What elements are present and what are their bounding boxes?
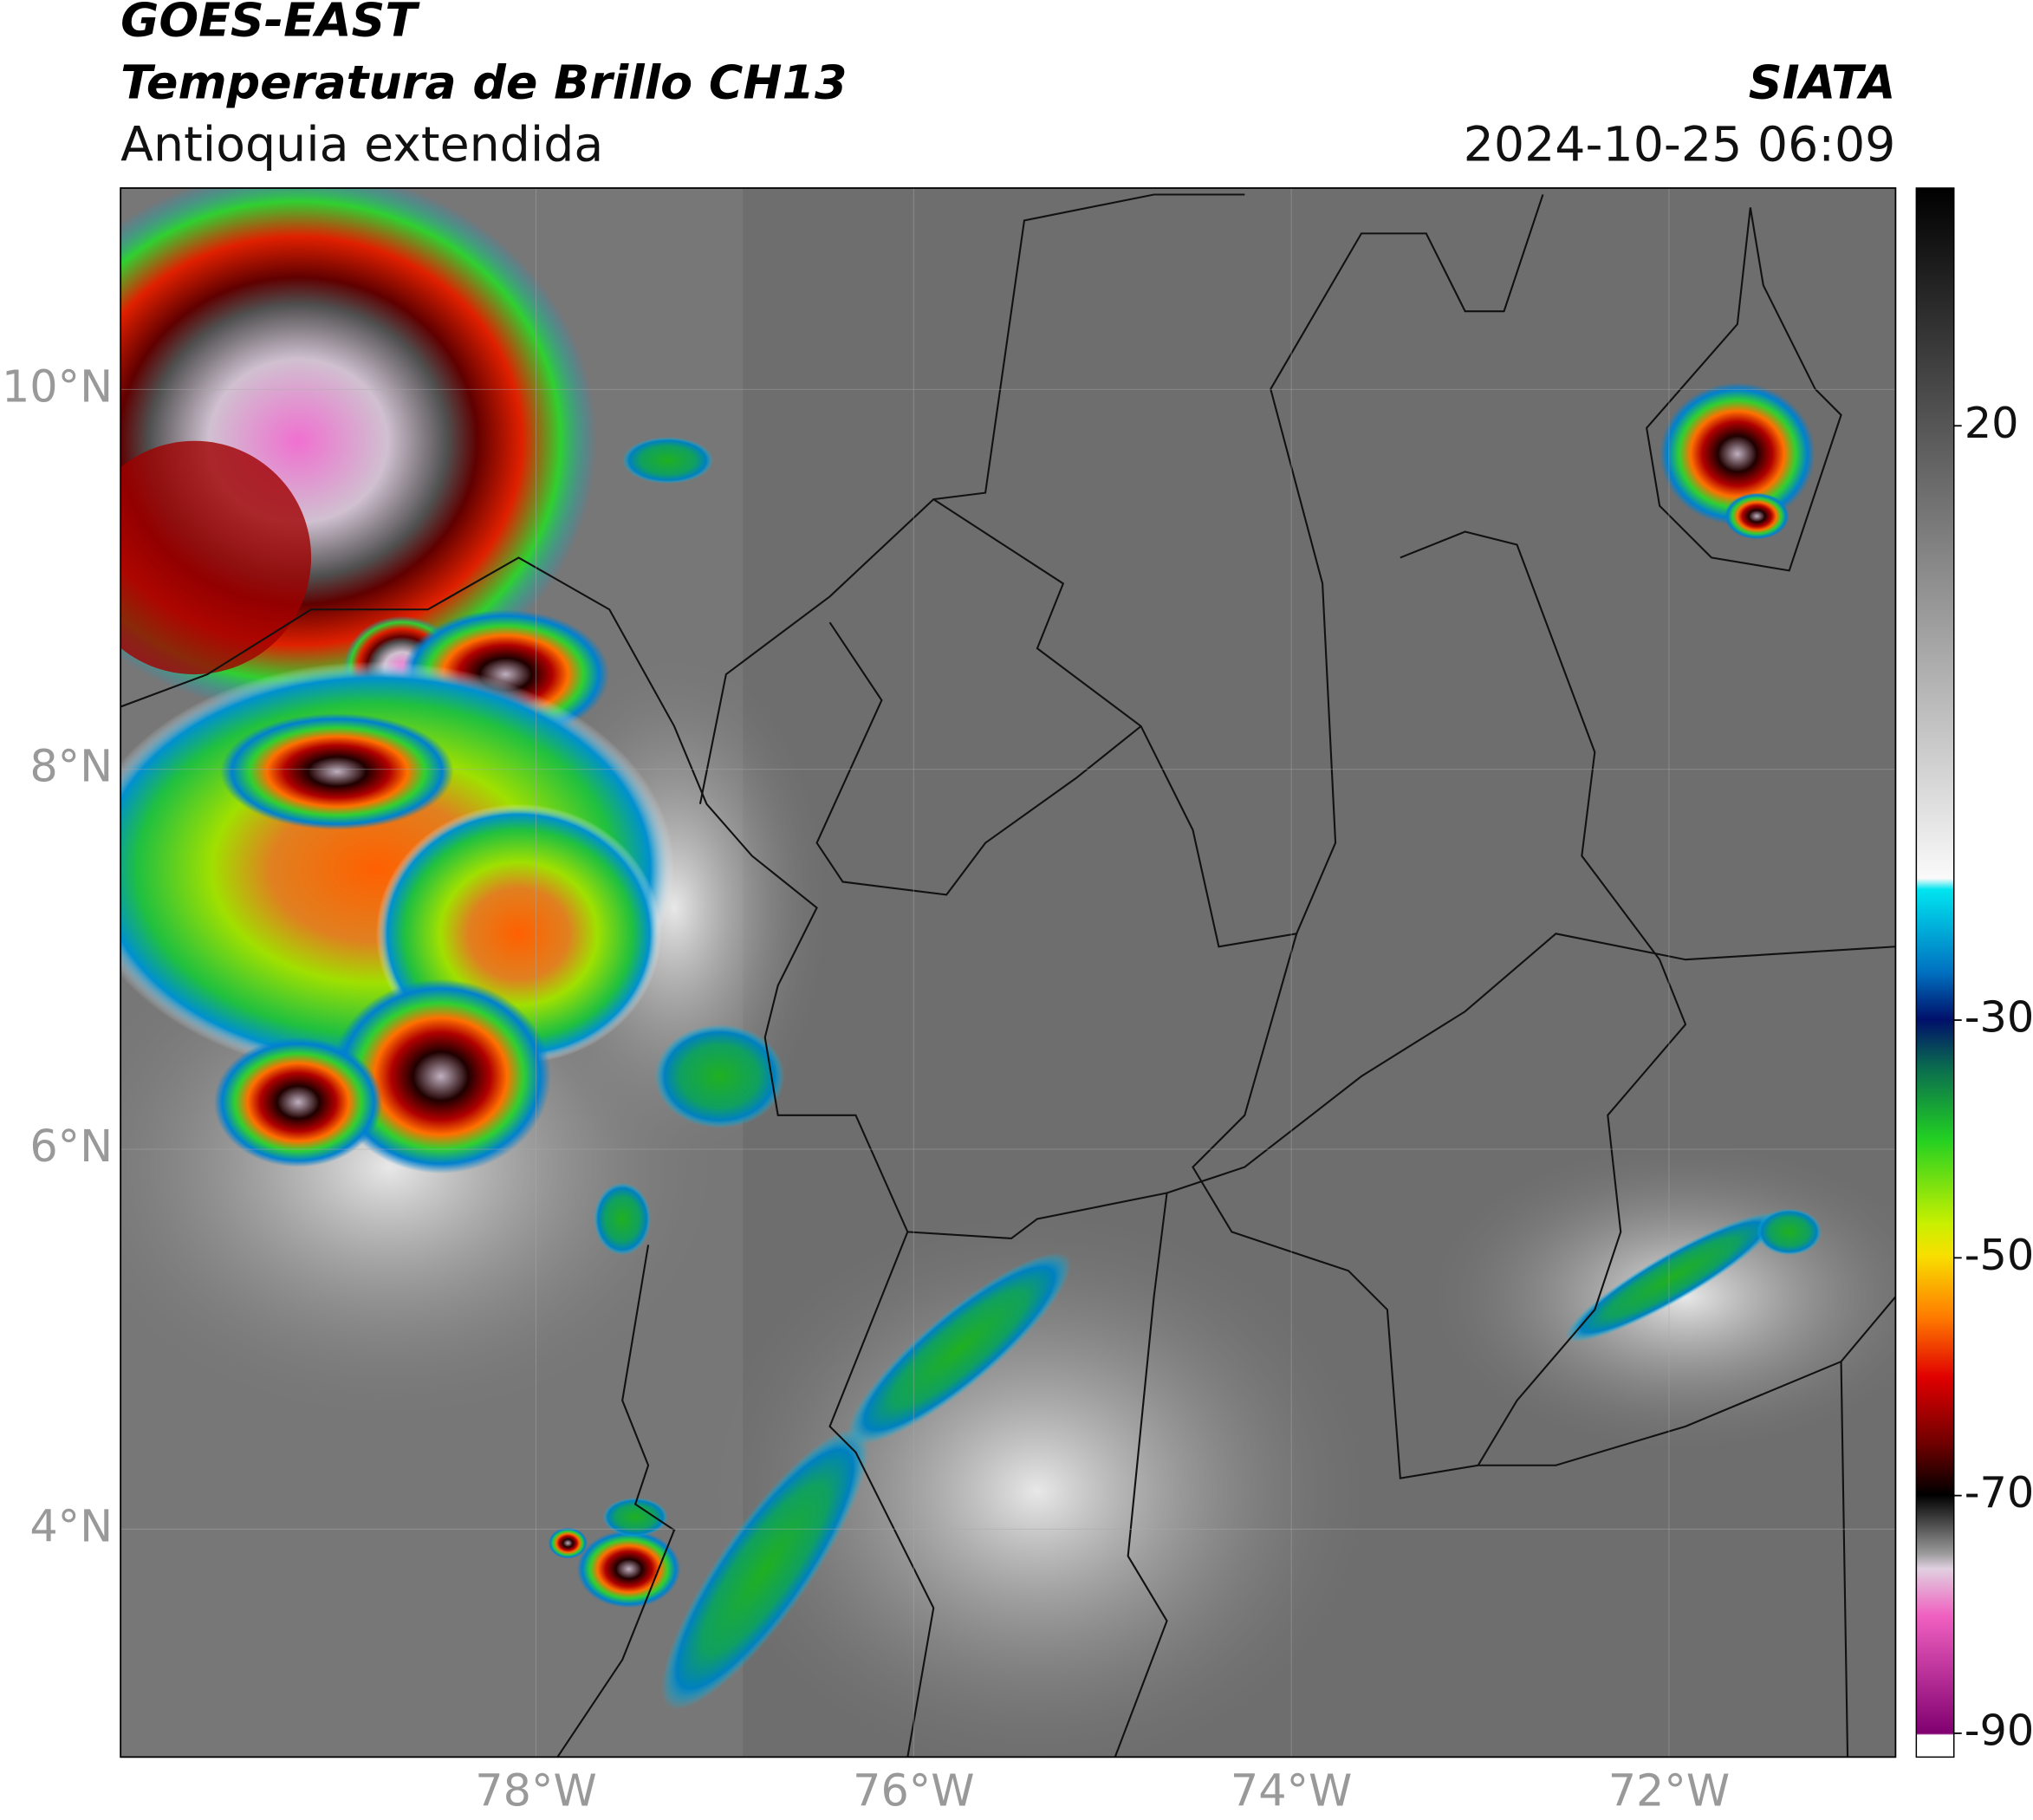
lat-tick-label: 6°N — [29, 1121, 113, 1172]
region: Antioquia extendida — [120, 118, 603, 173]
colorbar-tick-label: -50 — [1965, 1230, 2033, 1280]
lon-tick-label: 78°W — [475, 1765, 596, 1816]
map — [120, 188, 1896, 1758]
colorbar — [1915, 187, 1955, 1758]
product: Temperatura de Brillo CH13 — [120, 55, 847, 109]
colorbar-tick-label: -70 — [1965, 1467, 2033, 1518]
colorbar-tick-label: -90 — [1965, 1705, 2033, 1755]
lon-tick-label: 74°W — [1231, 1765, 1352, 1816]
lon-tick-label: 72°W — [1608, 1765, 1730, 1816]
map-frame — [120, 187, 1897, 1758]
colorbar-tick-label: -30 — [1965, 992, 2033, 1043]
lat-tick-label: 10°N — [2, 361, 113, 412]
satellite: GOES-EAST — [120, 0, 420, 48]
datetime: 2024-10-25 06:09 — [1464, 118, 1896, 173]
lat-tick-label: 8°N — [29, 741, 113, 792]
lon-tick-label: 76°W — [853, 1765, 974, 1816]
source: SIATA — [1749, 55, 1896, 109]
lat-tick-label: 4°N — [29, 1500, 113, 1551]
colorbar-tick-label: 20 — [1965, 398, 2019, 448]
